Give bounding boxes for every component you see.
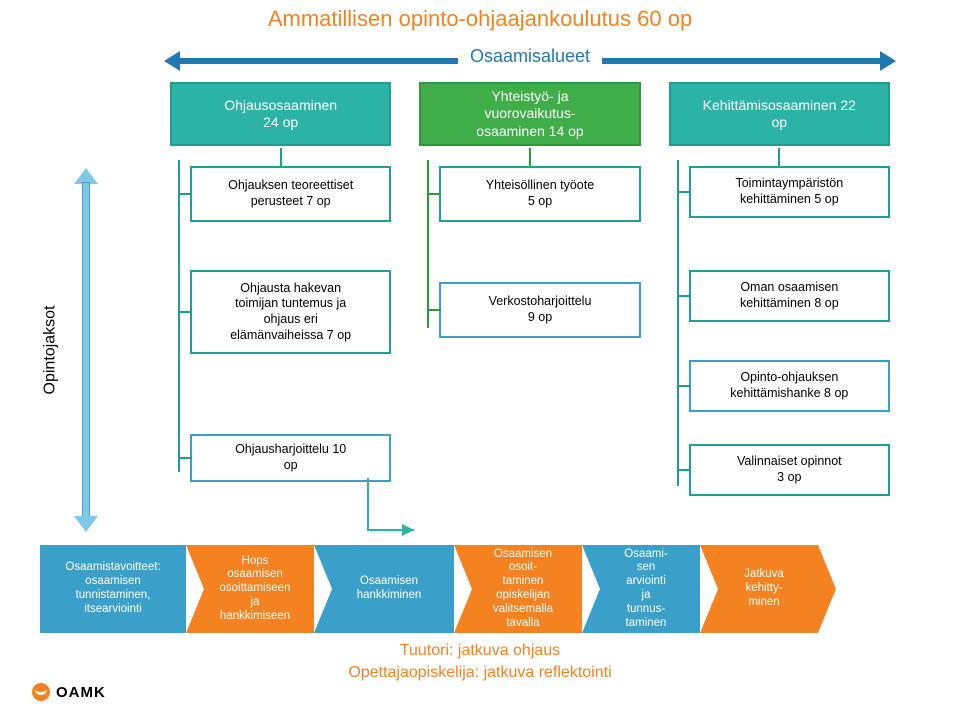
sub-box: Opinto-ohjauksenkehittämishanke 8 op: [689, 360, 890, 412]
chevron-2: Osaamisenhankkiminen: [314, 545, 454, 633]
vertical-bar: [82, 182, 90, 518]
connector-arrow-icon: [364, 474, 424, 554]
sub-box: Valinnaiset opinnot3 op: [689, 444, 890, 496]
subtitle-arrow: Osaamisalueet: [170, 48, 890, 74]
mid-columns: Ohjauksen teoreettisetperusteet 7 op Ohja…: [170, 160, 890, 500]
sub-box: Toimintaympäristönkehittäminen 5 op: [689, 166, 890, 218]
top-box-0: Ohjausosaaminen24 op: [170, 82, 391, 146]
subtitle-label: Osaamisalueet: [458, 46, 602, 67]
mid-col-3: Toimintaympäristönkehittäminen 5 op Oman …: [669, 160, 890, 500]
chevron-5: Jatkuvakehitty-minen: [700, 545, 818, 633]
sub-box: Verkostoharjoittelu9 op: [439, 282, 640, 338]
column-line: [427, 160, 429, 328]
bottom-caption: Tuutori: jatkuva ohjaus Opettajaopiskeli…: [0, 640, 960, 683]
mid-col-2: Yhteisöllinen työote5 op Verkostoharjoitt…: [419, 160, 640, 500]
side-label: Opintojaksot: [30, 170, 70, 530]
arrow-right-icon: [880, 51, 896, 71]
vertical-arrow: [74, 170, 100, 530]
logo-icon: [32, 683, 50, 701]
sub-box: Ohjausta hakevantoimijan tuntemus jaohja…: [190, 270, 391, 354]
arrow-left-icon: [164, 51, 180, 71]
bottom-line-2: Opettajaopiskelija: jatkuva reflektointi: [0, 662, 960, 684]
column-line: [677, 160, 679, 486]
chevron-4: Osaami-senarviointijatunnus-taminen: [582, 545, 700, 633]
mid-col-1: Ohjauksen teoreettisetperusteet 7 op Ohja…: [170, 160, 391, 500]
sub-box: Ohjausharjoittelu 10op: [190, 434, 391, 482]
arrow-down-icon: [74, 516, 98, 532]
sub-box: Yhteisöllinen työote5 op: [439, 166, 640, 222]
process-flow: Osaamistavoitteet:osaamisentunnistaminen…: [40, 545, 930, 633]
logo-text: OAMK: [56, 684, 106, 701]
page-title: Ammatillisen opinto-ohjaajankoulutus 60 …: [0, 0, 960, 32]
chevron-0: Osaamistavoitteet:osaamisentunnistaminen…: [40, 545, 186, 633]
column-line: [178, 160, 180, 472]
sub-box: Ohjauksen teoreettisetperusteet 7 op: [190, 166, 391, 222]
logo: OAMK: [32, 683, 106, 701]
top-box-2: Kehittämisosaaminen 22op: [669, 82, 890, 146]
chevron-1: Hopsosaamisenosoittamiseenjahankkimiseen: [186, 545, 314, 633]
bottom-line-1: Tuutori: jatkuva ohjaus: [0, 640, 960, 662]
top-row: Ohjausosaaminen24 op Yhteistyö- javuorova…: [170, 82, 890, 146]
side-label-text: Opintojaksot: [41, 306, 59, 395]
chevron-3: Osaamisenosoit-taminenopiskelijanvalitse…: [454, 545, 582, 633]
sub-box: Oman osaamisenkehittäminen 8 op: [689, 270, 890, 322]
top-box-1: Yhteistyö- javuorovaikutus-osaaminen 14 …: [419, 82, 640, 146]
